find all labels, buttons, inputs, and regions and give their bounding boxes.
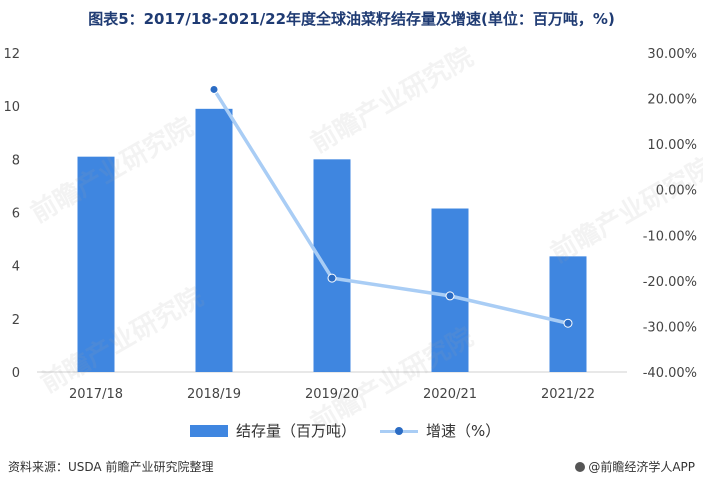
left-tick-label: 0 [12,366,20,381]
category-label: 2018/19 [187,387,241,402]
bar [549,256,587,372]
brand-text: @前瞻经济学人APP [588,460,695,474]
growth-marker [327,273,337,283]
left-tick-label: 12 [3,47,20,62]
source-note: 资料来源：USDA 前瞻产业研究院整理 [8,460,214,474]
left-tick-label: 8 [12,153,20,168]
right-tick-label: 30.00% [647,47,697,62]
brand-credit: @前瞻经济学人APP [575,458,695,475]
right-tick-label: -10.00% [643,229,697,244]
legend-label-stock: 结存量（百万吨） [236,422,357,440]
chart-title: 图表5：2017/18-2021/22年度全球油菜籽结存量及增速(单位：百万吨，… [88,10,615,28]
right-tick-label: 10.00% [647,138,697,153]
left-tick-label: 2 [12,313,20,328]
legend-item-stock: 结存量（百万吨） [190,420,356,441]
bar [313,159,351,372]
legend-item-growth: 增速（%） [380,420,500,441]
right-tick-label: 0.00% [656,184,697,199]
left-tick-label: 6 [12,207,20,222]
bar [195,108,233,372]
category-label: 2020/21 [423,387,477,402]
right-tick-label: 20.00% [647,93,697,108]
category-label: 2017/18 [69,387,123,402]
bar [431,208,469,372]
left-tick-label: 10 [3,100,20,115]
legend: 结存量（百万吨） 增速（%） [190,420,570,440]
right-tick-label: -30.00% [643,320,697,335]
right-tick-label: -40.00% [643,366,697,381]
growth-marker [445,291,455,301]
category-label: 2019/20 [305,387,359,402]
brand-logo-icon [575,462,586,472]
left-tick-label: 4 [12,260,20,275]
growth-marker [563,318,573,328]
growth-marker [209,84,219,94]
legend-label-growth: 增速（%） [426,422,501,440]
bar [77,156,115,372]
legend-swatch-bar [190,424,228,437]
growth-line [212,88,569,325]
legend-swatch-line [380,425,418,437]
category-label: 2021/22 [541,387,595,402]
right-tick-label: -20.00% [643,275,697,290]
